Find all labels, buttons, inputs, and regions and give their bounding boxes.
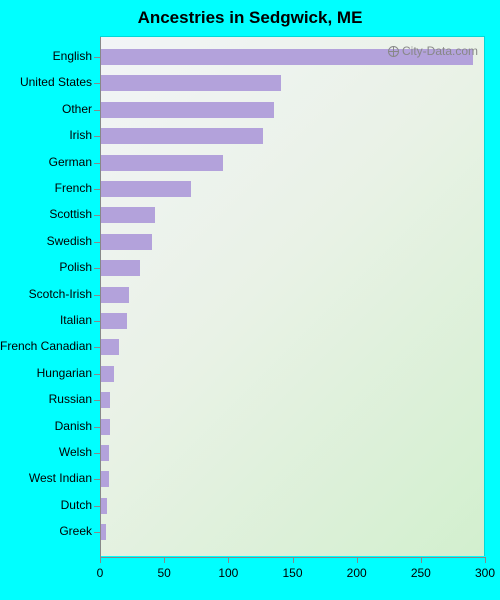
y-axis-label: Other <box>0 102 92 116</box>
bar <box>101 392 110 408</box>
y-tick <box>94 479 100 480</box>
bar <box>101 155 223 171</box>
y-axis-label: Welsh <box>0 445 92 459</box>
y-tick <box>94 57 100 58</box>
y-tick <box>94 189 100 190</box>
bar <box>101 471 109 487</box>
x-tick <box>357 557 358 563</box>
bar <box>101 102 274 118</box>
bar <box>101 366 114 382</box>
x-axis-label: 50 <box>157 566 170 580</box>
watermark-text: City-Data.com <box>402 44 478 58</box>
y-tick <box>94 215 100 216</box>
y-axis-label: United States <box>0 75 92 89</box>
x-axis-label: 250 <box>411 566 431 580</box>
bar <box>101 524 106 540</box>
y-axis-label: Scotch-Irish <box>0 287 92 301</box>
x-tick <box>228 557 229 563</box>
bar <box>101 498 107 514</box>
y-axis-label: Dutch <box>0 498 92 512</box>
y-axis-label: Italian <box>0 313 92 327</box>
y-tick <box>94 242 100 243</box>
y-tick <box>94 453 100 454</box>
x-axis-label: 300 <box>475 566 495 580</box>
x-tick <box>293 557 294 563</box>
y-tick <box>94 295 100 296</box>
y-tick <box>94 374 100 375</box>
y-tick <box>94 532 100 533</box>
y-tick <box>94 400 100 401</box>
y-axis-label: English <box>0 49 92 63</box>
x-tick <box>164 557 165 563</box>
bar <box>101 181 191 197</box>
y-tick <box>94 321 100 322</box>
y-tick <box>94 136 100 137</box>
y-axis-label: French Canadian <box>0 339 92 353</box>
chart-container: Ancestries in Sedgwick, ME City-Data.com… <box>0 0 500 600</box>
bar <box>101 313 127 329</box>
y-axis-label: Danish <box>0 419 92 433</box>
bar <box>101 419 110 435</box>
y-axis-label: French <box>0 181 92 195</box>
x-axis-label: 100 <box>218 566 238 580</box>
y-tick <box>94 268 100 269</box>
watermark: City-Data.com <box>388 44 478 58</box>
y-axis-label: Irish <box>0 128 92 142</box>
y-axis-label: West Indian <box>0 471 92 485</box>
y-tick <box>94 110 100 111</box>
y-tick <box>94 163 100 164</box>
y-axis-label: Hungarian <box>0 366 92 380</box>
y-axis-label: Scottish <box>0 207 92 221</box>
y-axis-label: Swedish <box>0 234 92 248</box>
bar <box>101 445 109 461</box>
bar <box>101 234 152 250</box>
bar <box>101 287 129 303</box>
chart-title: Ancestries in Sedgwick, ME <box>0 8 500 28</box>
y-axis-label: Russian <box>0 392 92 406</box>
bar <box>101 75 281 91</box>
y-tick <box>94 506 100 507</box>
x-axis-label: 150 <box>282 566 302 580</box>
y-axis-label: Polish <box>0 260 92 274</box>
x-tick <box>100 557 101 563</box>
y-tick <box>94 347 100 348</box>
bar <box>101 260 140 276</box>
y-axis-label: Greek <box>0 524 92 538</box>
globe-icon <box>388 46 399 57</box>
x-axis-label: 0 <box>97 566 104 580</box>
x-axis-label: 200 <box>347 566 367 580</box>
y-tick <box>94 83 100 84</box>
bar <box>101 128 263 144</box>
x-tick <box>485 557 486 563</box>
y-axis-label: German <box>0 155 92 169</box>
x-tick <box>421 557 422 563</box>
bar <box>101 339 119 355</box>
bar <box>101 207 155 223</box>
y-tick <box>94 427 100 428</box>
plot-area <box>100 36 485 556</box>
